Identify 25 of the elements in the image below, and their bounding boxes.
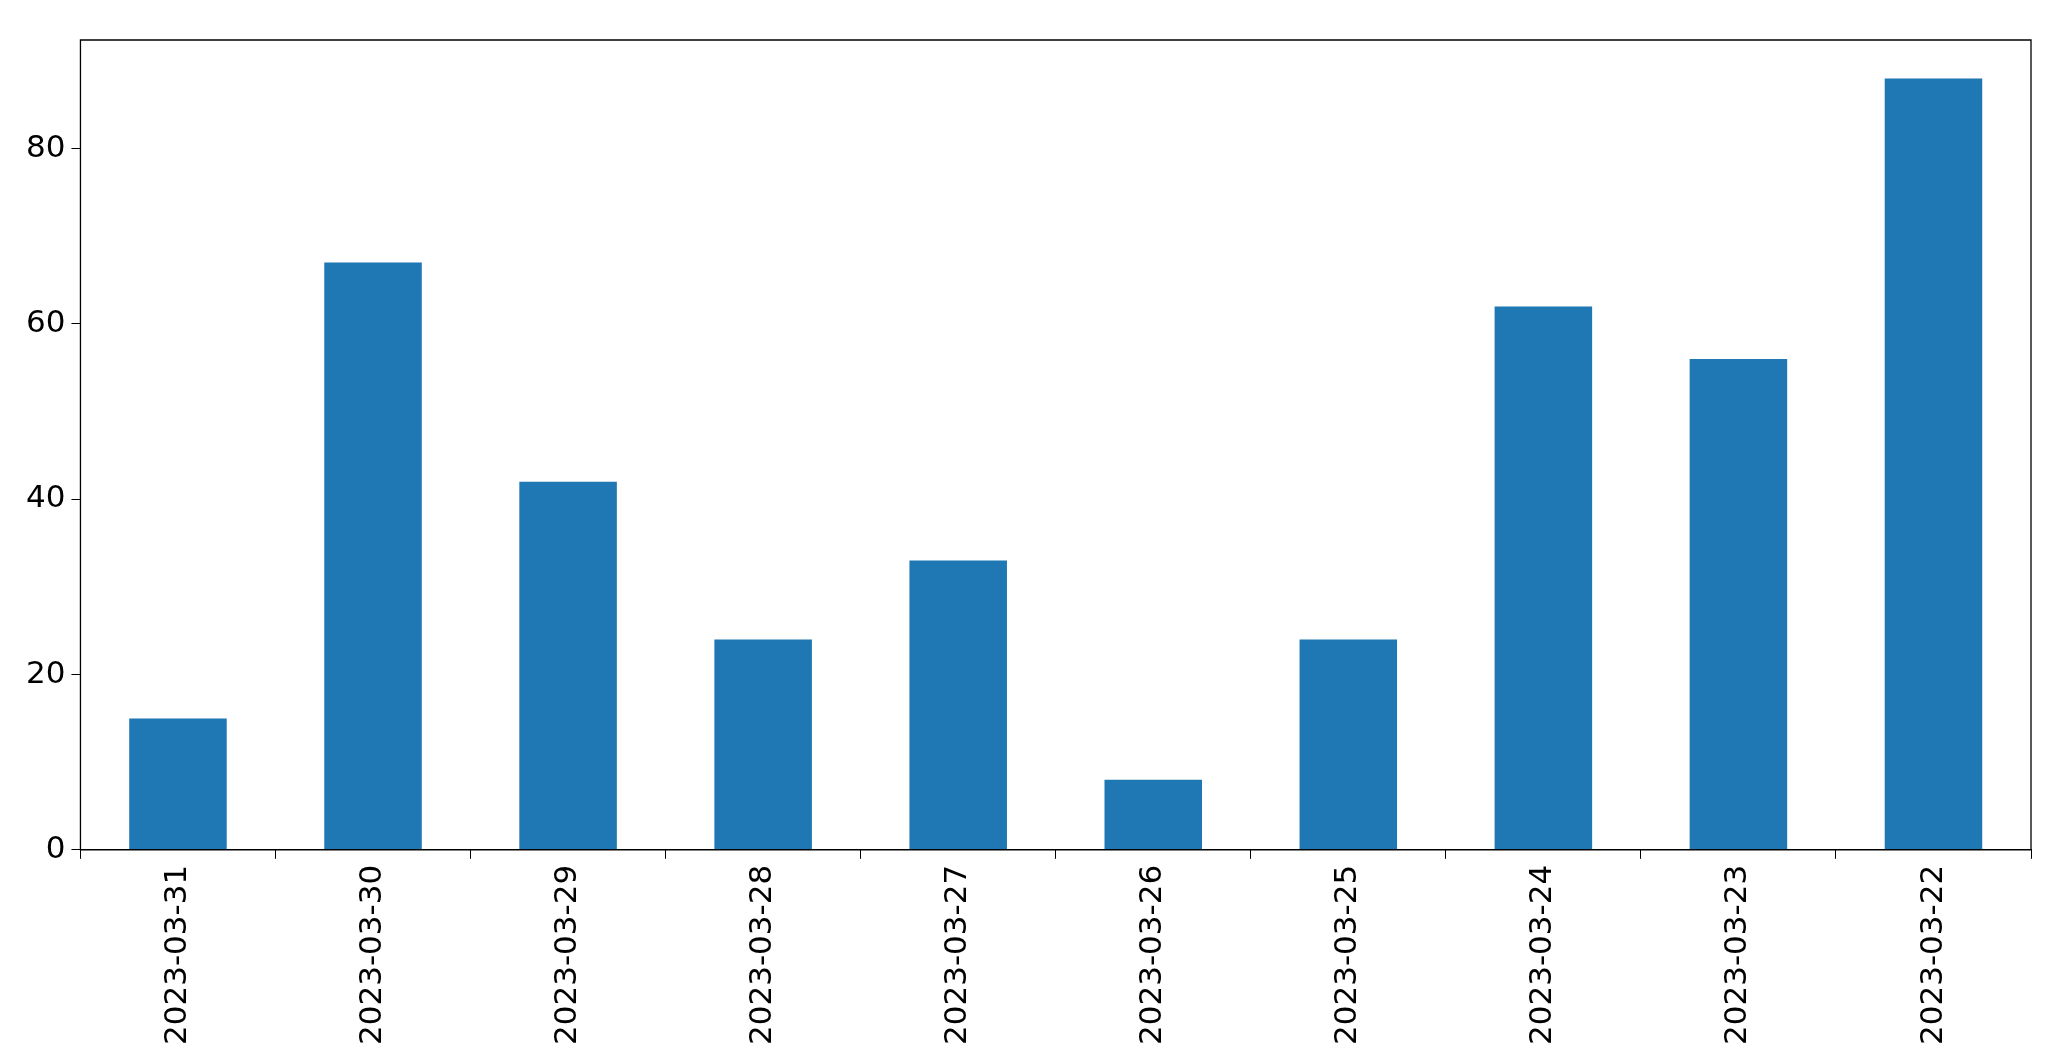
x-tick-label: 2023-03-28	[742, 864, 779, 1046]
y-tick-label: 0	[45, 828, 66, 865]
x-tick-label: 2023-03-26	[1132, 864, 1169, 1046]
bar	[1299, 639, 1398, 850]
bar	[519, 481, 617, 850]
x-tick-label: 2023-03-22	[1912, 864, 1949, 1046]
x-tick-label: 2023-03-24	[1522, 864, 1559, 1046]
x-tick-label: 2023-03-29	[547, 864, 584, 1046]
x-tick-label: 2023-03-25	[1327, 864, 1364, 1046]
bar	[1494, 306, 1593, 850]
x-tick-label: 2023-03-23	[1717, 864, 1754, 1046]
y-tick-label: 40	[25, 478, 66, 515]
bar	[909, 560, 1007, 850]
x-tick-label: 2023-03-30	[352, 864, 389, 1046]
x-tick-label: 2023-03-27	[937, 864, 974, 1046]
bar	[1104, 779, 1203, 850]
y-tick-label: 80	[25, 127, 66, 164]
bar	[1689, 359, 1788, 850]
bar	[1884, 78, 1983, 850]
x-tick-label: 2023-03-31	[157, 864, 194, 1046]
bar	[714, 639, 812, 850]
y-tick-label: 20	[25, 653, 66, 690]
bar	[324, 262, 422, 850]
y-tick-label: 60	[25, 303, 66, 340]
bar	[129, 718, 227, 850]
